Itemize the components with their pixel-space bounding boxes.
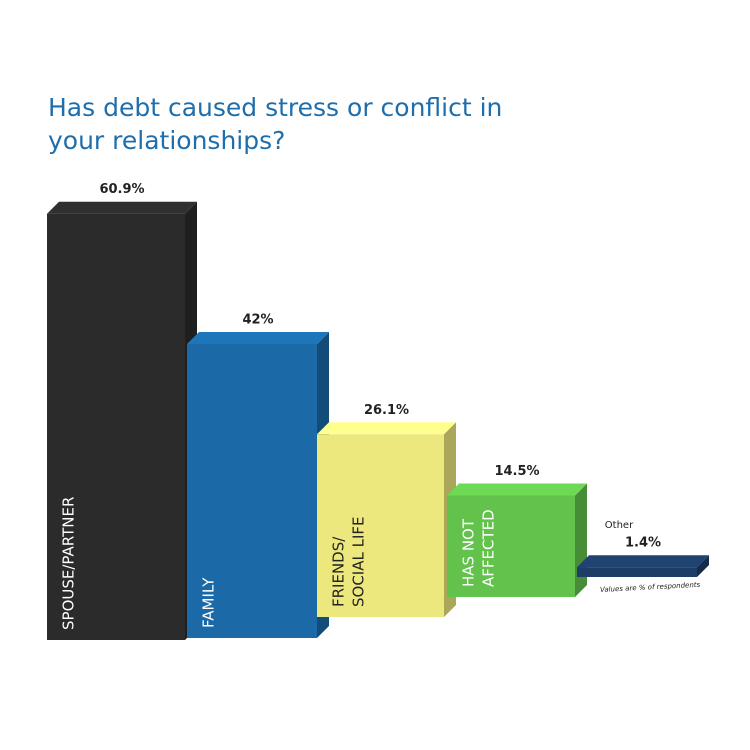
note: Values are % of respondents: [600, 581, 701, 594]
bar-front: [47, 213, 185, 640]
bar-top: [577, 555, 709, 568]
bar: [187, 332, 329, 638]
bar-side: [697, 555, 709, 577]
chart-title: your relationships?: [48, 126, 285, 155]
bar-top: [317, 422, 456, 435]
bar: [577, 555, 709, 577]
bar-front: [317, 434, 444, 617]
value-label: 1.4%: [625, 536, 661, 551]
category-label: Other: [605, 520, 634, 531]
category-label: AFFECTED: [480, 509, 498, 587]
value-label: 14.5%: [494, 464, 539, 479]
bar: [47, 201, 197, 640]
bar-front: [447, 495, 575, 597]
bar-front: [187, 344, 317, 638]
category-label: FRIENDS/: [330, 536, 348, 607]
bar-top: [187, 332, 329, 344]
category-label: SPOUSE/PARTNER: [60, 497, 78, 630]
category-label: FAMILY: [200, 577, 218, 628]
category-label: SOCIAL LIFE: [350, 517, 368, 608]
value-label: 42%: [242, 313, 273, 328]
value-label: 60.9%: [99, 182, 144, 197]
chart-title: Has debt caused stress or conflict in: [48, 93, 502, 122]
bar-top: [47, 201, 197, 214]
value-label: 26.1%: [364, 403, 409, 418]
bar-side: [575, 483, 587, 597]
bar-front: [577, 567, 697, 577]
bar-top: [447, 483, 587, 496]
bar: [447, 483, 587, 597]
category-label: HAS NOT: [460, 518, 478, 587]
